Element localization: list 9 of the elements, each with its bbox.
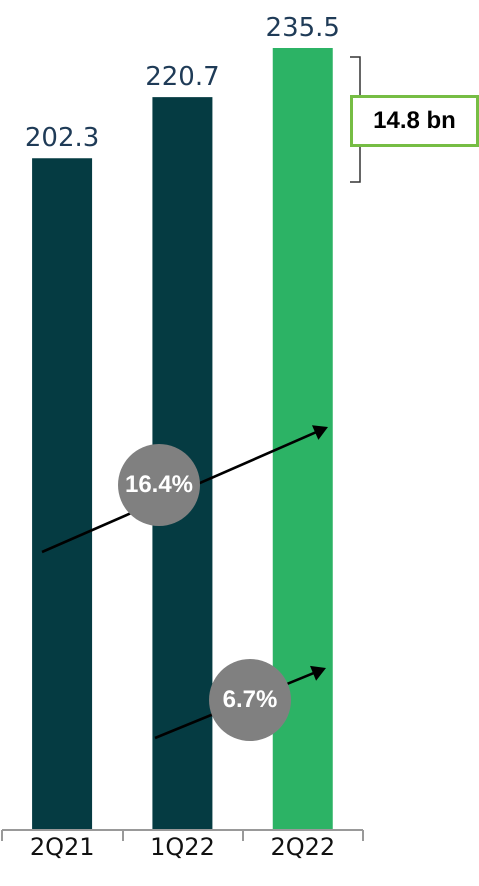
annotation: 6.7% <box>209 659 291 741</box>
data-label: 220.7 <box>145 62 220 92</box>
data-label: 235.5 <box>266 13 340 43</box>
text: 14.8 bn <box>350 95 479 147</box>
x-tick-label: 1Q22 <box>150 833 215 862</box>
x-tick-label: 2Q21 <box>30 833 95 862</box>
data-label: 202.3 <box>24 123 100 154</box>
x-tick-label: 2Q22 <box>270 833 336 862</box>
annotation: 16.4% <box>118 444 200 526</box>
